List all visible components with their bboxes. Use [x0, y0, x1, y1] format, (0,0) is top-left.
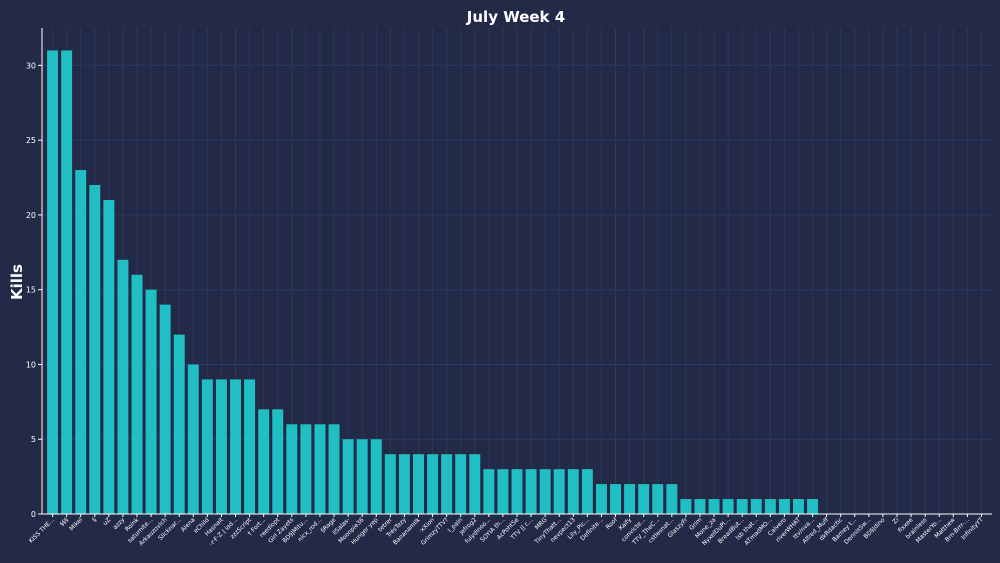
y-tick-labels: 0 5 10 15 20 25 30 — [26, 61, 36, 519]
bar — [764, 499, 776, 514]
bar — [694, 499, 706, 514]
bar — [441, 454, 453, 514]
bar — [328, 424, 340, 514]
bar — [778, 499, 790, 514]
y-tick-label: 10 — [26, 360, 36, 369]
bar — [370, 439, 382, 514]
bar — [215, 379, 227, 514]
bar — [117, 259, 129, 514]
bar — [750, 499, 762, 514]
bar — [47, 50, 59, 514]
bar — [356, 439, 368, 514]
x-tick-label: Zi — [891, 516, 900, 525]
y-tick-label: 15 — [26, 286, 36, 295]
bar — [511, 469, 523, 514]
y-tick-label: 25 — [26, 136, 36, 145]
x-tick-label: uZ — [102, 516, 113, 527]
bar — [230, 379, 242, 514]
bar — [342, 439, 354, 514]
bar — [173, 334, 185, 514]
x-tick-label: Mikel — [68, 516, 84, 532]
bar — [708, 499, 720, 514]
bar — [469, 454, 481, 514]
bar — [89, 185, 101, 514]
bar — [455, 454, 467, 514]
bar — [201, 379, 213, 514]
bar — [398, 454, 410, 514]
bar — [258, 409, 270, 514]
bar — [722, 499, 734, 514]
bar — [244, 379, 256, 514]
bar — [652, 484, 664, 514]
bar — [412, 454, 424, 514]
bar — [539, 469, 551, 514]
bar — [525, 469, 537, 514]
x-tick-labels: KISS THE... §§§Mikel § uZ azzyRoinksaturnite… — [28, 516, 985, 548]
bar — [680, 499, 692, 514]
y-tick-label: 30 — [26, 61, 36, 70]
x-tick-label: §§§ — [59, 516, 70, 527]
bar — [497, 469, 509, 514]
bars — [47, 50, 819, 515]
bar — [553, 469, 565, 514]
x-tick-label: KISS THE... — [28, 516, 56, 544]
bar — [103, 199, 115, 514]
bar — [624, 484, 636, 514]
bar — [595, 484, 607, 514]
x-tick-label: Roof — [605, 516, 620, 531]
x-tick-label: § — [91, 516, 98, 523]
bar — [567, 469, 579, 514]
bar — [272, 409, 284, 514]
bar — [145, 289, 157, 514]
bar — [300, 424, 312, 514]
bar — [610, 484, 622, 514]
axes — [38, 28, 992, 517]
y-tick-label: 0 — [31, 510, 36, 519]
y-axis-label: Kills — [8, 264, 26, 300]
y-tick-label: 5 — [31, 435, 36, 444]
bar — [792, 499, 804, 514]
bar — [427, 454, 439, 514]
bar — [666, 484, 678, 514]
y-tick-label: 20 — [26, 211, 36, 220]
bar — [75, 170, 87, 515]
bar — [131, 274, 143, 514]
bar — [286, 424, 298, 514]
bar — [638, 484, 650, 514]
chart-title: July Week 4 — [466, 8, 565, 26]
bar — [581, 469, 593, 514]
bar — [159, 304, 171, 514]
bar — [384, 454, 396, 514]
bar — [187, 364, 199, 514]
bar — [483, 469, 495, 514]
bar — [61, 50, 73, 514]
bar — [736, 499, 748, 514]
bar — [314, 424, 326, 514]
bar — [807, 499, 819, 514]
